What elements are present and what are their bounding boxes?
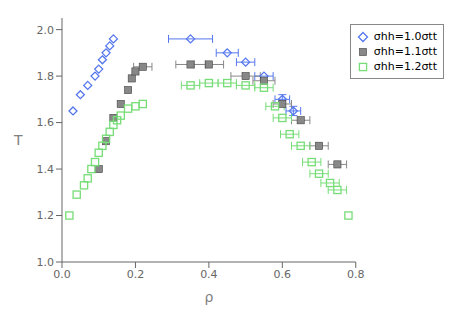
svg-text:0.4: 0.4 [200, 268, 218, 281]
html-text:σhh=1.0σtt: σhh=1.0σtt [373, 30, 437, 43]
svg-text:T: T [13, 132, 23, 148]
svg-text:0.6: 0.6 [274, 268, 292, 281]
svg-text:2.0: 2.0 [37, 24, 55, 37]
svg-text:0.8: 0.8 [347, 268, 365, 281]
html-text:σhh=1.1σtt: σhh=1.1σtt [373, 45, 437, 58]
svg-text:1.4: 1.4 [37, 163, 55, 176]
html-text:σhh=1.2σtt: σhh=1.2σtt [373, 60, 437, 73]
svg-text:0.2: 0.2 [127, 268, 145, 281]
svg-text:0.0: 0.0 [53, 268, 71, 281]
svg-text:1.6: 1.6 [37, 116, 55, 129]
svg-text:ρ: ρ [204, 289, 213, 305]
svg-text:1.8: 1.8 [37, 70, 55, 83]
svg-text:1.0: 1.0 [37, 256, 55, 269]
svg-text:1.2: 1.2 [37, 209, 55, 222]
